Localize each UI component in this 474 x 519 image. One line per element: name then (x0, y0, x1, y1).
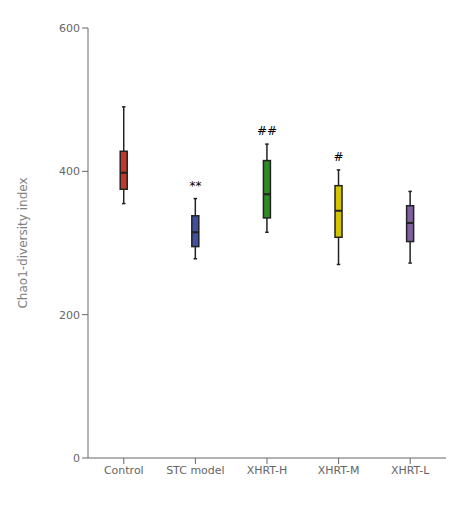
svg-text:200: 200 (59, 309, 80, 322)
svg-text:400: 400 (59, 165, 80, 178)
svg-text:0: 0 (73, 452, 80, 465)
svg-text:Chao1-diversity index: Chao1-diversity index (16, 177, 30, 308)
svg-text:#: # (334, 150, 344, 164)
svg-text:600: 600 (59, 22, 80, 35)
svg-text:XHRT-M: XHRT-M (318, 464, 360, 477)
svg-text:Control: Control (104, 464, 144, 477)
svg-text:STC model: STC model (166, 464, 225, 477)
svg-text:**: ** (189, 179, 201, 193)
svg-text:XHRT-H: XHRT-H (247, 464, 288, 477)
svg-text:XHRT-L: XHRT-L (391, 464, 430, 477)
svg-text:##: ## (257, 124, 277, 138)
